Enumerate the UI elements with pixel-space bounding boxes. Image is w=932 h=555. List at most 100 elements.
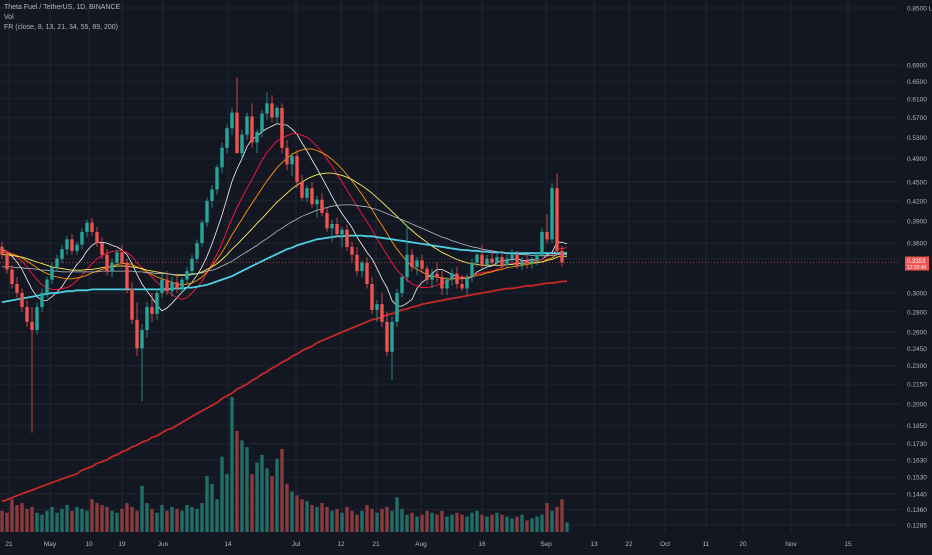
candle (60, 244, 64, 263)
volume-bar (545, 503, 549, 532)
volume-bars (0, 397, 569, 532)
candle (125, 258, 129, 293)
candle (130, 282, 134, 324)
candle (445, 277, 449, 295)
volume-bar (175, 508, 179, 532)
legend-volume[interactable]: Vol (4, 14, 14, 21)
volume-bar (455, 512, 459, 532)
candle-body (45, 279, 49, 293)
volume-bar (325, 506, 329, 532)
candle (195, 239, 199, 263)
candle (250, 103, 254, 148)
candle (450, 268, 454, 286)
candle (15, 277, 19, 298)
volume-bar (355, 514, 359, 532)
volume-bar (215, 499, 219, 532)
candle-body (540, 231, 544, 255)
volume-bar (20, 503, 24, 532)
candle (475, 252, 479, 267)
candle (140, 323, 144, 402)
candle (245, 112, 249, 140)
volume-bar (450, 514, 454, 532)
candle-body (370, 284, 374, 310)
candle (255, 129, 259, 154)
candle (65, 235, 69, 255)
price-tick-label: 0.3900 (907, 219, 927, 226)
volume-bar (90, 499, 94, 532)
candle (205, 197, 209, 227)
candle-body (400, 277, 404, 293)
volume-bar (280, 449, 284, 532)
volume-bar (335, 508, 339, 532)
volume-bar (245, 447, 249, 532)
volume-bar (390, 510, 394, 532)
price-tick-label: 0.2600 (907, 330, 927, 337)
volume-bar (535, 516, 539, 532)
candle (305, 185, 309, 203)
price-tick-label: 0.3600 (907, 241, 927, 248)
time-tick-label: 20 (739, 541, 747, 548)
candle (505, 254, 509, 269)
candle-body (480, 254, 484, 266)
time-tick-label: Jun (158, 541, 169, 548)
candle-body (85, 222, 89, 232)
volume-bar (55, 512, 59, 532)
legend-symbol[interactable]: Theta Fuel / TetherUS, 1D, BINANCE (4, 4, 121, 11)
candle-body (175, 282, 179, 289)
candle (275, 105, 279, 125)
candle-body (215, 167, 219, 190)
volume-bar (260, 454, 264, 532)
candle-body (460, 284, 464, 289)
candle (495, 252, 499, 267)
volume-bar (70, 510, 74, 532)
candle-body (415, 260, 419, 267)
candle-body (435, 273, 439, 278)
volume-bar (285, 483, 289, 532)
legend-indicator[interactable]: FR (close, 8, 13, 21, 34, 55, 89, 200) (4, 24, 119, 31)
price-axis[interactable]: 0.8500 USDT 0.6900 0.6500 0.6100 0.5700 0.530… (905, 6, 932, 530)
volume-bar (430, 512, 434, 532)
volume-bar (225, 474, 229, 532)
candle (380, 292, 384, 327)
last-price-time: 12:29:40 (907, 265, 927, 271)
volume-bar (315, 506, 319, 532)
candle-body (270, 103, 274, 118)
candle (200, 219, 204, 247)
candle (370, 277, 374, 314)
candle (500, 250, 504, 269)
candle (135, 302, 139, 357)
candle (410, 249, 414, 272)
candle-body (300, 182, 304, 198)
candle (390, 316, 394, 381)
candle-body (50, 266, 54, 280)
volume-bar (165, 510, 169, 532)
volume-bar (30, 506, 34, 532)
volume-bar (25, 508, 29, 532)
volume-bar (350, 510, 354, 532)
candle-body (305, 188, 309, 198)
time-tick-label: 12 (337, 541, 345, 548)
time-axis[interactable]: 21 May 10 19 Jun 14 Jul 12 21 Aug 16 Sep 13 22 Oct 11 20… (5, 541, 852, 548)
volume-bar (420, 514, 424, 532)
volume-bar (540, 514, 544, 532)
volume-bar (365, 505, 369, 532)
price-tick-label: 0.4500 (907, 180, 927, 187)
candle (465, 273, 469, 295)
candle (345, 224, 349, 251)
candle (225, 124, 229, 154)
candle-body (125, 262, 129, 289)
candle (80, 228, 84, 250)
candle-body (170, 282, 174, 292)
candle (515, 250, 519, 269)
candle (560, 246, 564, 267)
candle (115, 249, 119, 267)
volume-bar (435, 514, 439, 532)
candle (110, 258, 114, 278)
candle-body (280, 107, 284, 148)
price-tick-label: 0.1440 (907, 491, 927, 498)
price-tick-label: 0.4200 (907, 198, 927, 205)
candle (85, 219, 89, 238)
